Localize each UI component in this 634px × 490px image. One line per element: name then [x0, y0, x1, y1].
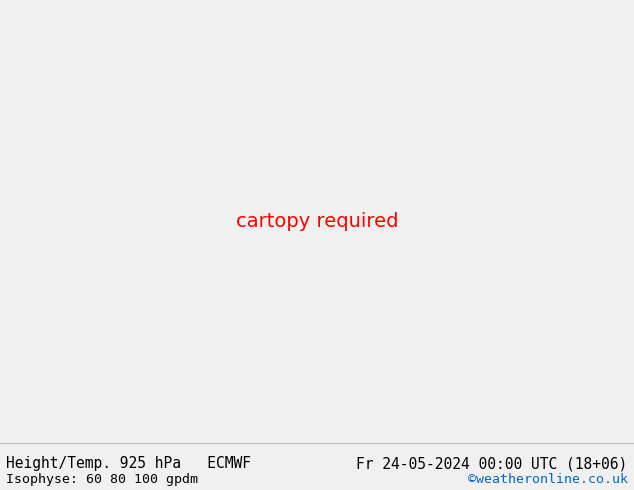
Text: ©weatheronline.co.uk: ©weatheronline.co.uk	[468, 473, 628, 486]
Text: Isophyse: 60 80 100 gpdm: Isophyse: 60 80 100 gpdm	[6, 473, 198, 486]
Text: Fr 24-05-2024 00:00 UTC (18+06): Fr 24-05-2024 00:00 UTC (18+06)	[356, 457, 628, 471]
Text: cartopy required: cartopy required	[236, 212, 398, 231]
Text: Height/Temp. 925 hPa   ECMWF: Height/Temp. 925 hPa ECMWF	[6, 457, 251, 471]
